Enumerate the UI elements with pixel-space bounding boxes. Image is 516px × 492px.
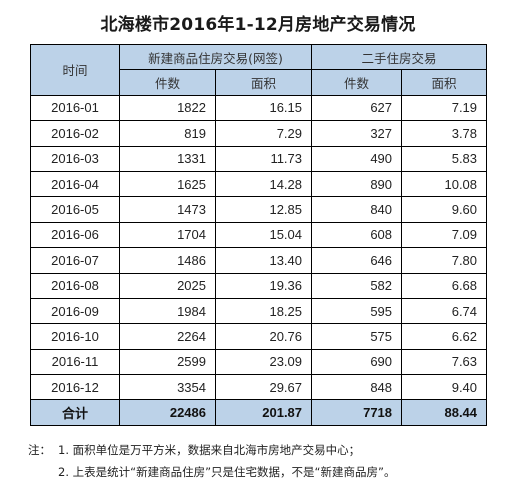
row-new-count: 2599 (119, 348, 216, 376)
row-new-area: 29.67 (214, 374, 313, 401)
new-count-header: 件数 (119, 69, 216, 96)
row-second-area: 9.60 (401, 196, 488, 223)
row-new-count: 1704 (119, 221, 216, 249)
row-new-count: 1625 (119, 170, 216, 198)
row-date: 2016-04 (30, 170, 120, 198)
row-date: 2016-08 (30, 272, 120, 299)
total-second-count: 7718 (311, 399, 403, 426)
row-date: 2016-06 (30, 221, 120, 249)
transaction-table: 时间 新建商品住房交易(网签) 二手住房交易 件数 面积 件数 面积 2016-… (30, 43, 488, 426)
total-new-area: 201.87 (214, 399, 313, 426)
row-new-area: 18.25 (214, 297, 313, 325)
row-second-count: 575 (311, 323, 403, 350)
table-row: 2016-10 2264 20.76 575 6.62 (30, 323, 488, 350)
row-new-area: 19.36 (214, 272, 313, 299)
row-second-area: 9.40 (401, 374, 488, 401)
row-new-area: 7.29 (214, 120, 313, 147)
row-date: 2016-10 (30, 323, 120, 350)
row-second-area: 7.09 (401, 221, 488, 249)
table-row: 2016-01 1822 16.15 627 7.19 (30, 94, 488, 122)
time-column-header: 时间 (30, 44, 120, 96)
table-row: 2016-02 819 7.29 327 3.78 (30, 120, 488, 147)
row-new-count: 3354 (119, 374, 216, 401)
row-second-area: 10.08 (401, 170, 488, 198)
table-row: 2016-09 1984 18.25 595 6.74 (30, 297, 488, 325)
row-second-count: 327 (311, 120, 403, 147)
row-second-area: 6.62 (401, 323, 488, 350)
total-label: 合计 (30, 399, 120, 426)
row-new-count: 2264 (119, 323, 216, 350)
total-row: 合计 22486 201.87 7718 88.44 (30, 399, 488, 426)
footnote-1-text: 1. 面积单位是万平方米，数据来自北海市房地产交易中心； (58, 443, 361, 457)
row-second-area: 5.83 (401, 145, 488, 172)
table-row: 2016-07 1486 13.40 646 7.80 (30, 247, 488, 274)
row-date: 2016-11 (30, 348, 120, 376)
second-area-header: 面积 (401, 69, 488, 96)
row-new-area: 15.04 (214, 221, 313, 249)
row-second-count: 627 (311, 94, 403, 122)
row-second-count: 690 (311, 348, 403, 376)
row-new-count: 1822 (119, 94, 216, 122)
table-row: 2016-06 1704 15.04 608 7.09 (30, 221, 488, 249)
row-new-area: 14.28 (214, 170, 313, 198)
row-new-area: 12.85 (214, 196, 313, 223)
footnote-prefix: 注： (28, 443, 51, 457)
row-second-count: 848 (311, 374, 403, 401)
row-second-area: 6.68 (401, 272, 488, 299)
row-date: 2016-05 (30, 196, 120, 223)
table-row: 2016-12 3354 29.67 848 9.40 (30, 374, 488, 401)
table-row: 2016-04 1625 14.28 890 10.08 (30, 170, 488, 198)
table-body: 2016-01 1822 16.15 627 7.19 2016-02 819 7.29 327… (30, 94, 488, 401)
second-hand-group-header: 二手住房交易 (311, 43, 488, 71)
row-new-count: 1486 (119, 247, 216, 274)
row-second-area: 7.80 (401, 247, 488, 274)
row-new-count: 2025 (119, 272, 216, 299)
table-row: 2016-05 1473 12.85 840 9.60 (30, 196, 488, 223)
row-new-area: 11.73 (214, 145, 313, 172)
row-date: 2016-02 (30, 120, 120, 147)
row-new-area: 16.15 (214, 94, 313, 122)
table-row: 2016-08 2025 19.36 582 6.68 (30, 272, 488, 299)
row-second-count: 890 (311, 170, 403, 198)
new-area-header: 面积 (214, 69, 313, 96)
row-new-count: 1473 (119, 196, 216, 223)
row-second-area: 6.74 (401, 297, 488, 325)
row-new-count: 819 (119, 120, 216, 147)
row-new-area: 23.09 (214, 348, 313, 376)
row-second-area: 7.63 (401, 348, 488, 376)
page-title: 北海楼市2016年1-12月房地产交易情况 (100, 15, 416, 35)
row-second-area: 7.19 (401, 94, 488, 122)
row-second-count: 840 (311, 196, 403, 223)
row-second-count: 646 (311, 247, 403, 274)
table-row: 2016-03 1331 11.73 490 5.83 (30, 145, 488, 172)
row-second-count: 490 (311, 145, 403, 172)
row-new-count: 1984 (119, 297, 216, 325)
footnote-2-text: 2. 上表是统计“新建商品住房”只是住宅数据，不是“新建商品房”。 (58, 465, 396, 479)
row-date: 2016-12 (30, 374, 120, 401)
row-date: 2016-01 (30, 94, 120, 122)
row-second-count: 582 (311, 272, 403, 299)
row-new-count: 1331 (119, 145, 216, 172)
row-second-area: 3.78 (401, 120, 488, 147)
new-housing-group-header: 新建商品住房交易(网签) (118, 43, 313, 71)
table-footer: 合计 22486 201.87 7718 88.44 (30, 399, 488, 426)
footnotes: 注： 1. 面积单位是万平方米，数据来自北海市房地产交易中心； 2. 上表是统计“… (28, 439, 395, 483)
footnote-1: 注： 1. 面积单位是万平方米，数据来自北海市房地产交易中心； (28, 439, 395, 461)
row-new-area: 13.40 (214, 247, 313, 274)
total-new-count: 22486 (119, 399, 216, 426)
footnote-2: 2. 上表是统计“新建商品住房”只是住宅数据，不是“新建商品房”。 (28, 461, 395, 483)
second-count-header: 件数 (311, 69, 403, 96)
total-second-area: 88.44 (401, 399, 488, 426)
row-second-count: 608 (311, 221, 403, 249)
row-date: 2016-07 (30, 247, 120, 274)
table-header: 时间 新建商品住房交易(网签) 二手住房交易 件数 面积 件数 面积 (30, 43, 488, 96)
row-date: 2016-09 (30, 297, 120, 325)
row-new-area: 20.76 (214, 323, 313, 350)
row-second-count: 595 (311, 297, 403, 325)
table-row: 2016-11 2599 23.09 690 7.63 (30, 348, 488, 376)
row-date: 2016-03 (30, 145, 120, 172)
